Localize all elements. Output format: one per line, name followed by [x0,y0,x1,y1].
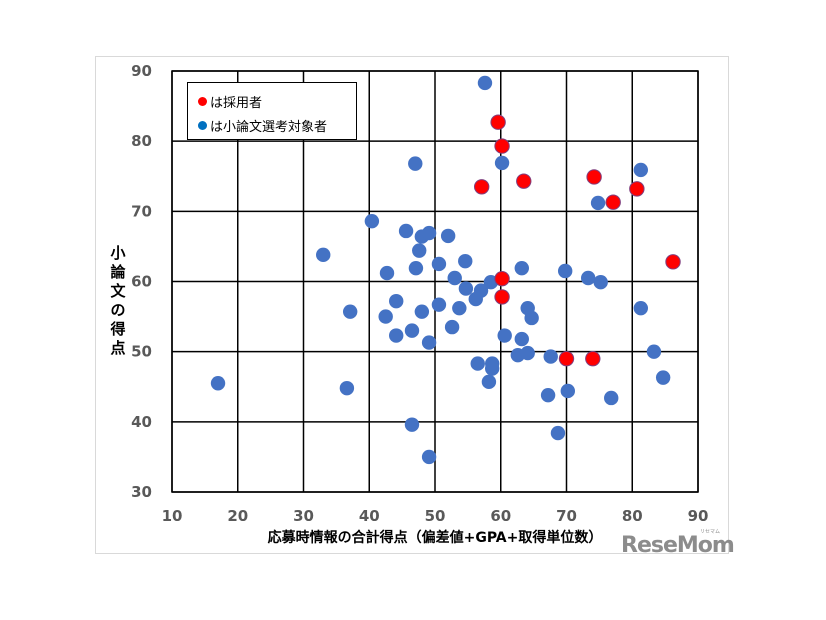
data-point [593,275,608,290]
series-hired [473,114,681,367]
x-tick-label: 60 [490,507,511,525]
data-point [389,293,404,309]
data-point [629,181,645,197]
data-point [560,383,576,399]
legend-label-hired: は採用者 [210,96,263,111]
x-tick-label: 70 [556,507,577,525]
data-point [421,225,437,241]
x-tick-label: 50 [425,507,446,525]
y-axis-label-char: 論 [110,263,126,281]
red-dot-icon [198,97,207,106]
data-point [557,263,573,279]
data-point [604,390,619,406]
data-point [514,260,529,276]
data-point [516,173,532,189]
y-axis-label-char: 文 [110,282,126,300]
x-tick-label: 20 [227,507,248,525]
data-point [452,300,467,316]
y-tick-label: 70 [131,202,152,220]
data-point [497,328,512,343]
data-point [543,349,558,364]
data-point [378,309,393,324]
data-point [494,289,510,305]
y-axis-label-char: 得 [110,320,126,338]
y-tick-label: 50 [131,343,152,361]
y-tick-label: 80 [131,132,152,150]
data-point [494,138,510,154]
data-point [481,374,497,390]
y-axis-label-char: の [110,301,126,319]
data-point [477,75,493,91]
data-point [485,361,500,376]
y-tick-label: 60 [131,273,152,291]
series-essay-candidates [210,75,671,465]
data-point [468,291,483,307]
data-point [540,387,556,403]
data-point [494,155,510,171]
data-point [590,195,606,211]
data-point [404,323,420,338]
data-point [655,370,671,385]
data-point [558,350,575,367]
data-point [398,223,414,239]
legend-label-essay-candidates: は小論文選考対象者 [210,120,328,135]
x-tick-label: 90 [688,507,709,525]
data-point [586,169,602,185]
data-point [421,335,437,350]
data-point [339,380,355,396]
data-point [605,194,621,210]
data-point [514,331,529,347]
data-point [585,350,601,367]
y-axis-label: 小 論 文 の 得 点 [108,244,128,358]
data-point [404,417,420,432]
data-point [414,304,430,319]
data-point [520,345,535,361]
y-axis-label-char: 小 [110,244,126,262]
data-point [389,328,404,343]
data-point [379,265,395,281]
legend: は採用者 は小論文選考対象者 [187,82,357,140]
blue-dot-icon [198,121,207,130]
x-tick-label: 80 [622,507,643,525]
data-point [646,344,662,359]
data-point [431,297,447,312]
data-point [580,270,596,286]
y-axis-label-char: 点 [110,339,126,357]
data-point [458,281,474,296]
resemom-logo-kana: リセマム [700,529,721,535]
data-point [364,213,380,229]
data-point [408,260,424,276]
data-point [470,356,485,371]
x-tick-label: 30 [293,507,314,525]
data-point [473,179,490,195]
data-point [412,243,427,258]
x-axis-label: 応募時情報の合計得点（偏差値+GPA+取得単位数） [267,530,603,546]
data-point [444,319,460,335]
data-point [408,156,423,171]
legend-item-essay-candidates: は小論文選考対象者 [198,116,327,135]
data-point [447,270,462,286]
x-tick-label: 40 [359,507,380,525]
data-point [316,247,331,263]
y-tick-label: 30 [131,483,152,501]
y-tick-label: 40 [131,413,152,431]
data-point [421,449,437,465]
y-tick-label: 90 [131,62,152,80]
data-point [633,162,648,178]
data-point [431,256,447,272]
data-point [458,253,473,269]
data-point [210,376,226,391]
data-point [440,228,456,244]
data-point [524,310,539,326]
resemom-logo: ReseMom [621,533,735,558]
data-point [494,270,510,287]
x-tick-label: 10 [162,507,183,525]
data-point [490,114,506,130]
legend-item-hired: は採用者 [198,92,262,111]
data-point [665,254,681,270]
data-point [550,425,566,441]
data-point [633,300,648,316]
data-point [342,304,358,319]
